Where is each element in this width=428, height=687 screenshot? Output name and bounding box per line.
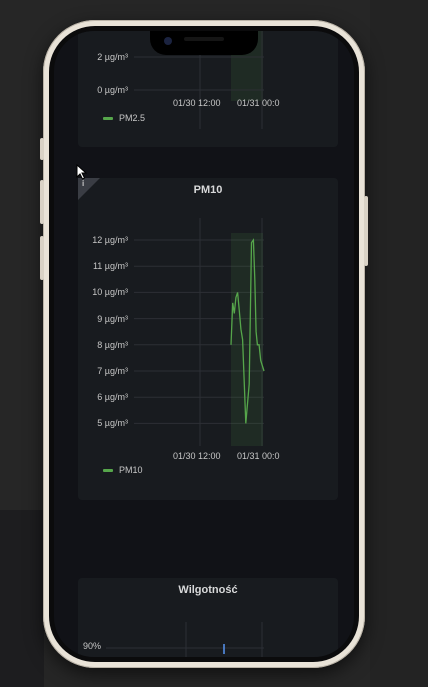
- pm10-legend[interactable]: PM10: [103, 465, 143, 475]
- info-icon[interactable]: i: [82, 179, 85, 188]
- background-panel-right: [370, 0, 428, 687]
- pm25-legend[interactable]: PM2.5: [103, 113, 145, 123]
- background-panel-left: [0, 510, 44, 687]
- pm10-xtick-1: 01/30 12:00: [173, 451, 221, 461]
- pm10-series-line: [230, 238, 265, 424]
- pm10-ytick-5: 7 µg/m³: [97, 366, 128, 376]
- pm10-ytick-7: 5 µg/m³: [97, 418, 128, 429]
- phone-volume-down-button: [40, 236, 44, 280]
- pm10-xtick-2: 01/31 00:0: [237, 451, 280, 461]
- earpiece-speaker: [184, 37, 224, 41]
- pm10-panel: i PM10 12 µg/m³ 11 µg/m³ 10 µg/m³ 9 µg/m³ 8 …: [78, 178, 338, 500]
- pm10-ytick-4: 8 µg/m³: [97, 339, 128, 350]
- front-camera-icon: [164, 37, 172, 45]
- panel-info-corner[interactable]: [78, 178, 100, 200]
- mouse-cursor-icon: [76, 164, 88, 180]
- pm10-ytick-1: 11 µg/m³: [92, 261, 128, 272]
- humidity-panel: Wilgotność 90%: [78, 578, 338, 657]
- phone-power-button: [364, 196, 368, 266]
- pm10-panel-title[interactable]: PM10: [193, 184, 223, 196]
- pm25-legend-label: PM2.5: [119, 113, 146, 123]
- phone-screen: 2 µg/m³ 0 µg/m³ 01/30 12:00 01/31 00:0 P…: [54, 31, 354, 657]
- phone-volume-up-button: [40, 180, 44, 224]
- pm10-ytick-3: 9 µg/m³: [97, 313, 128, 324]
- humidity-panel-title[interactable]: Wilgotność: [178, 584, 238, 596]
- pm25-xtick-1: 01/30 12:00: [173, 98, 221, 108]
- phone-mute-switch: [40, 138, 44, 160]
- humidity-ytick-90: 90%: [83, 641, 102, 651]
- pm10-ytick-2: 10 µg/m³: [92, 287, 128, 298]
- pm10-chart: [134, 218, 265, 446]
- pm10-legend-label: PM10: [119, 465, 143, 475]
- pm25-ytick-2: 2 µg/m³: [97, 52, 128, 62]
- pm25-legend-swatch: [103, 116, 113, 120]
- humidity-chart: [106, 622, 264, 657]
- pm10-ytick-6: 6 µg/m³: [97, 392, 128, 403]
- pm10-legend-swatch: [103, 468, 113, 472]
- pm25-xtick-2: 01/31 00:0: [237, 98, 280, 108]
- pm10-ytick-0: 12 µg/m³: [92, 235, 128, 245]
- pm25-ytick-0: 0 µg/m³: [97, 85, 128, 95]
